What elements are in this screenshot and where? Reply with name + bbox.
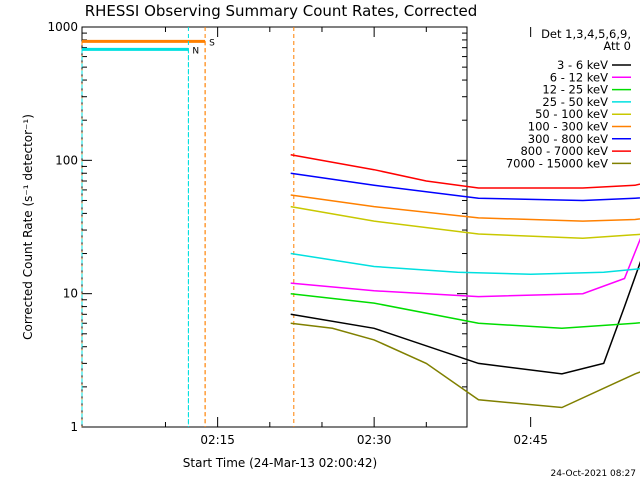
- legend-entry-label: 50 - 100 keV: [535, 107, 608, 121]
- legend-entry-label: 3 - 6 keV: [557, 58, 608, 72]
- series-line-5: [290, 194, 640, 222]
- y-axis-label: Corrected Count Rate (s⁻¹ detector⁻¹): [21, 114, 35, 340]
- x-axis-label: Start Time (24-Mar-13 02:00:42): [183, 456, 377, 470]
- attenuator-state-label: S: [209, 38, 215, 48]
- x-tick-label: 02:15: [200, 433, 235, 447]
- footer-timestamp: 24-Oct-2021 08:27: [551, 469, 636, 479]
- legend-entry-label: 6 - 12 keV: [550, 70, 608, 84]
- plot-frame: [81, 26, 468, 428]
- legend-entry-label: 12 - 25 keV: [542, 83, 608, 97]
- legend-header-line-1: Det 1,3,4,5,6,9,: [541, 27, 631, 41]
- y-tick-label: 1: [70, 420, 78, 434]
- series-line-3: [290, 252, 640, 275]
- legend-entry-label: 300 - 800 keV: [528, 132, 608, 146]
- legend-header-line-2: Att 0: [603, 39, 631, 53]
- y-tick-label: 1000: [47, 20, 78, 34]
- series-line-4: [290, 205, 640, 240]
- x-tick-label: 02:30: [357, 433, 392, 447]
- series-line-8: [290, 322, 640, 409]
- series-line-1: [290, 237, 640, 298]
- y-tick-label: 10: [63, 287, 78, 301]
- legend-entry-label: 100 - 300 keV: [528, 120, 608, 134]
- attenuator-state-markers: SN: [81, 27, 295, 427]
- series-line-6: [290, 172, 640, 202]
- series-line-2: [290, 292, 640, 330]
- attenuator-state-label: N: [192, 46, 199, 56]
- legend-entry-label: 7000 - 15000 keV: [506, 156, 608, 170]
- legend-entry-label: 25 - 50 keV: [542, 95, 608, 109]
- y-axis-ticks: 1 10 100 1000: [47, 20, 467, 434]
- x-tick-label: 02:45: [513, 433, 548, 447]
- series-lines: [290, 154, 640, 409]
- series-line-7: [290, 154, 640, 189]
- legend-entry-label: 800 - 7000 keV: [520, 144, 608, 158]
- series-line-0: [290, 260, 640, 375]
- y-tick-label: 100: [55, 153, 78, 167]
- chart-title: RHESSI Observing Summary Count Rates, Co…: [85, 2, 478, 20]
